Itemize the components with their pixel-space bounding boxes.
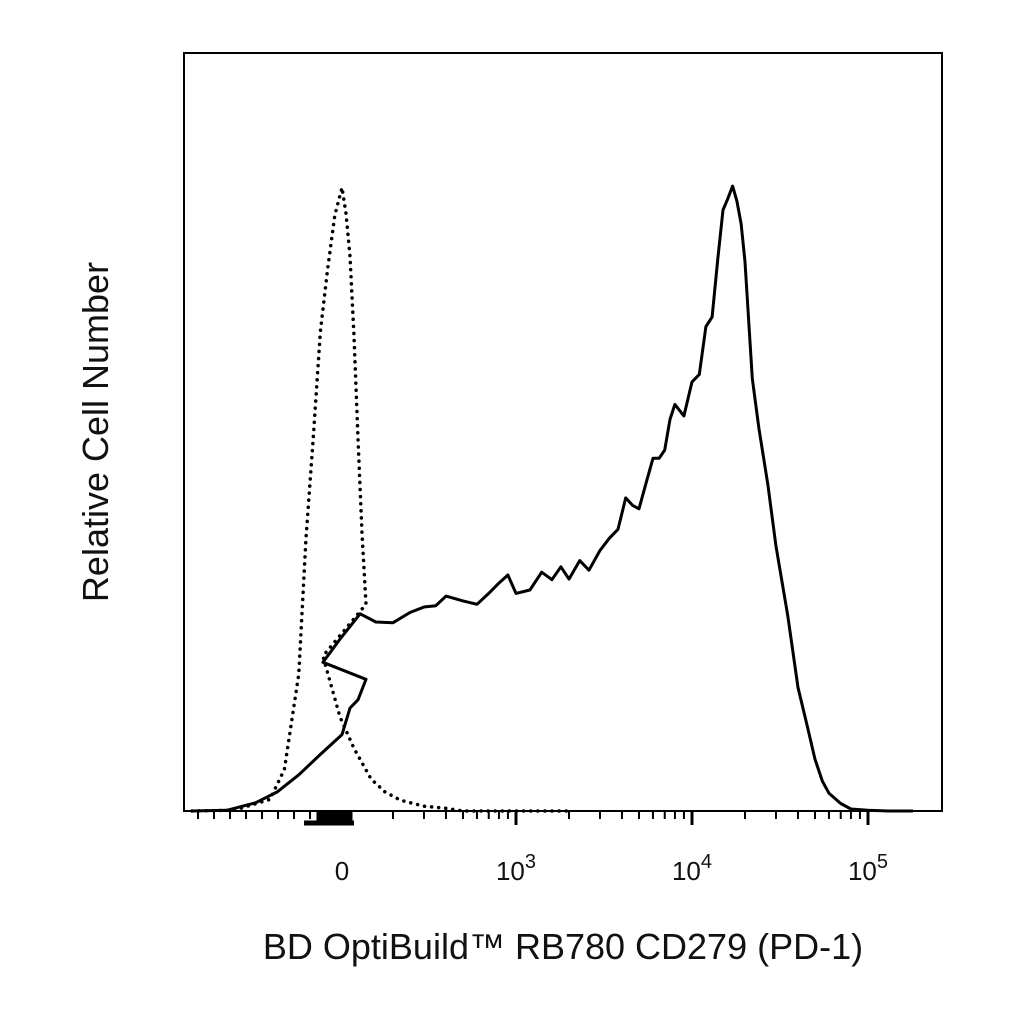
x-tick-label: 103 <box>496 851 536 886</box>
x-axis-ticks <box>197 811 870 826</box>
x-tick-label: 0 <box>335 856 349 886</box>
dotted-series-line <box>190 185 571 813</box>
x-tick-label: 104 <box>672 851 712 886</box>
x-axis-tick-labels: 0 103 104 105 <box>335 851 888 886</box>
series-group <box>190 184 913 813</box>
plot-frame <box>183 52 943 812</box>
x-axis-label: BD OptiBuild™ RB780 CD279 (PD-1) <box>263 926 863 967</box>
solid-series-line <box>191 184 913 813</box>
x-tick-label: 105 <box>848 851 888 886</box>
y-axis-label: Relative Cell Number <box>75 262 116 602</box>
